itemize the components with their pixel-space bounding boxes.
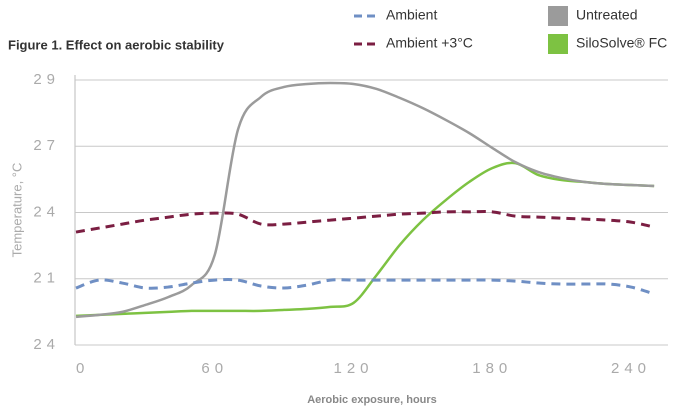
y-tick-label: 21 <box>33 270 60 287</box>
x-axis-label: Aerobic exposure, hours <box>307 394 437 406</box>
x-tick-label: 60 <box>201 360 228 377</box>
chart-title: Figure 1. Effect on aerobic stability <box>8 37 225 52</box>
legend-label: Ambient +3°C <box>386 35 473 51</box>
y-tick-label: 24 <box>33 203 60 220</box>
legend-label: Ambient <box>386 7 437 23</box>
legend-swatch <box>548 6 568 26</box>
series-line <box>75 161 655 318</box>
y-axis-label: Temperature, °C <box>9 163 24 258</box>
x-tick-label: 0 <box>76 360 89 377</box>
legend-label: SiloSolve® FC <box>576 35 667 51</box>
series-line <box>75 81 655 319</box>
x-tick-label: 120 <box>333 360 373 377</box>
series-line <box>75 278 655 296</box>
legend-label: Untreated <box>576 7 637 23</box>
legend-swatch <box>548 34 568 54</box>
x-tick-label: 180 <box>472 360 512 377</box>
y-tick-label: 27 <box>33 137 60 154</box>
x-tick-label: 240 <box>611 360 651 377</box>
series-line <box>75 210 655 234</box>
y-tick-label: 24 <box>33 336 60 353</box>
y-tick-label: 29 <box>33 71 60 88</box>
